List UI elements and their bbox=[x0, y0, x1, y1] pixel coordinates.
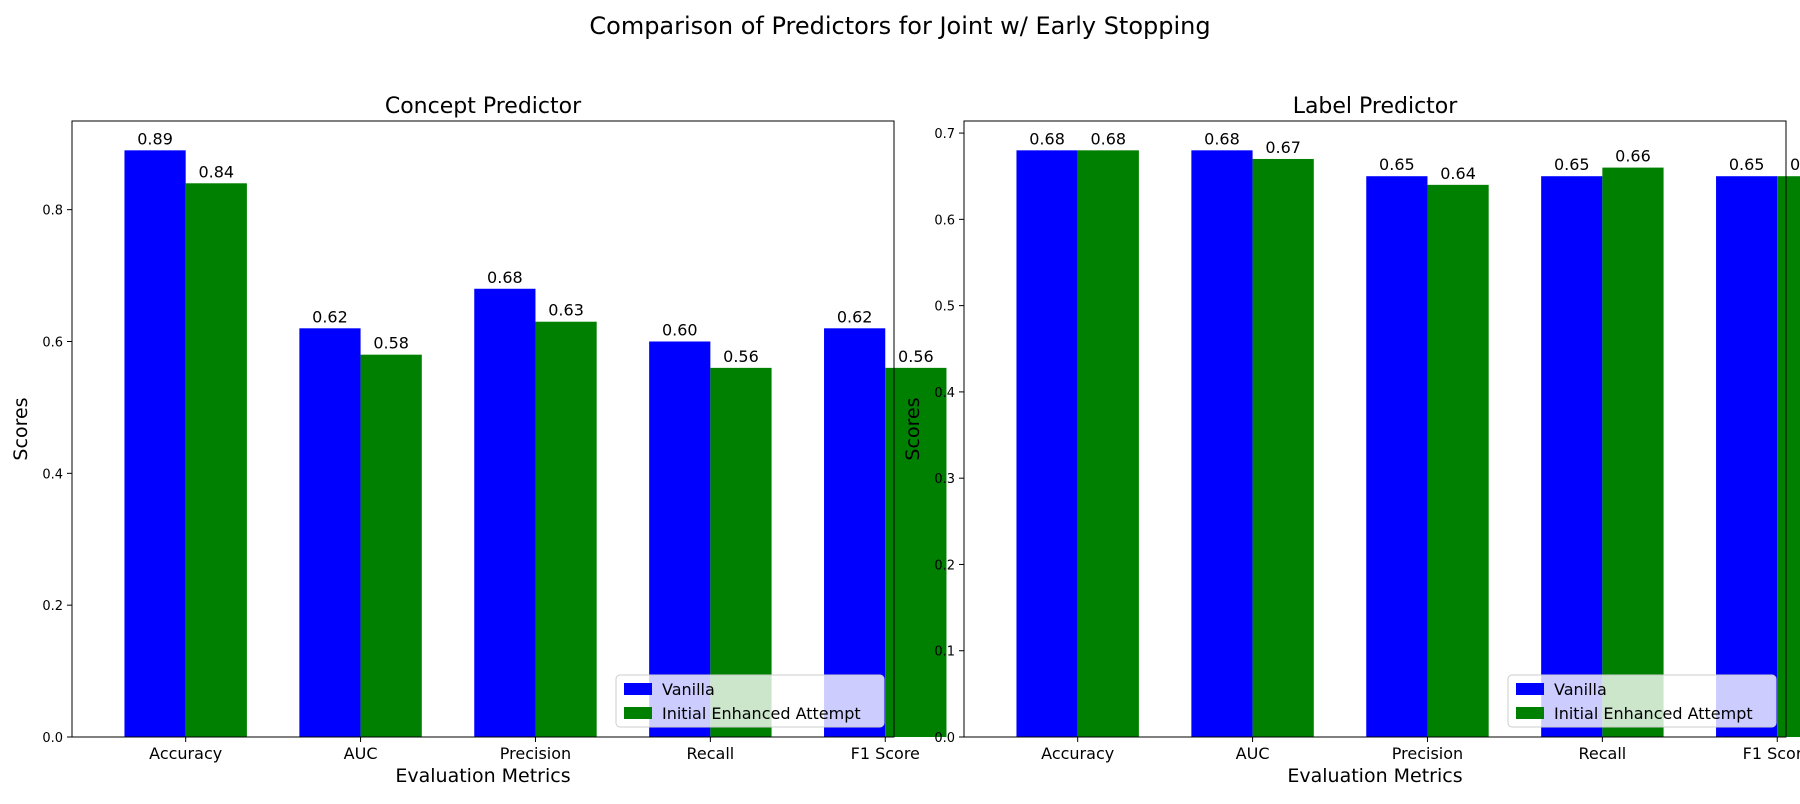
y-tick-label: 0.7 bbox=[934, 127, 955, 142]
x-tick-label: Accuracy bbox=[1041, 744, 1114, 763]
bar-vanilla-auc bbox=[299, 328, 361, 737]
bar-initial-enhanced-attempt-accuracy bbox=[185, 183, 247, 738]
figure-title: Comparison of Predictors for Joint w/ Ea… bbox=[589, 12, 1210, 40]
bar-vanilla-accuracy bbox=[1016, 150, 1078, 738]
y-tick-label: 0.2 bbox=[934, 558, 955, 573]
x-tick-label: AUC bbox=[1236, 744, 1270, 763]
bar-initial-enhanced-attempt-auc bbox=[360, 354, 422, 737]
bar-vanilla-accuracy bbox=[124, 150, 186, 738]
bar-initial-enhanced-attempt-f1-score bbox=[885, 367, 947, 737]
bar-value-label: 0.68 bbox=[1090, 129, 1126, 148]
axes-frame bbox=[963, 120, 1787, 738]
chart-title: Label Predictor bbox=[1293, 94, 1459, 119]
legend-label: Vanilla bbox=[662, 680, 715, 699]
bar-vanilla-recall bbox=[649, 341, 711, 737]
x-tick-label: Precision bbox=[500, 744, 571, 763]
bar-initial-enhanced-attempt-precision bbox=[535, 321, 597, 737]
bar-value-label: 0.65 bbox=[1554, 155, 1590, 174]
bar-value-label: 0.68 bbox=[1029, 129, 1065, 148]
legend-swatch bbox=[624, 707, 652, 719]
chart-panel-2: Label Predictor 0.68 0.68 0.65 0.65 0.65 0.68 0… bbox=[902, 94, 1800, 787]
bar-vanilla-recall bbox=[1541, 176, 1603, 737]
y-tick-label: 0.3 bbox=[934, 472, 955, 487]
y-tick-label: 0.0 bbox=[42, 731, 63, 746]
bar-vanilla-f1-score bbox=[824, 328, 886, 737]
bar-value-label: 0.62 bbox=[837, 307, 873, 326]
bar-vanilla-precision bbox=[474, 288, 536, 737]
legend: Vanilla Initial Enhanced Attempt bbox=[1507, 674, 1777, 728]
bar-value-label: 0.62 bbox=[312, 307, 348, 326]
x-tick-label: Recall bbox=[1578, 744, 1626, 763]
bar-value-label: 0.68 bbox=[1204, 129, 1240, 148]
y-tick-label: 0.6 bbox=[42, 335, 63, 350]
bar-value-label: 0.84 bbox=[198, 162, 234, 181]
legend-box bbox=[1507, 674, 1777, 728]
y-axis-label: Scores bbox=[10, 397, 32, 460]
bar-initial-enhanced-attempt-accuracy bbox=[1077, 150, 1139, 738]
x-tick-label: F1 Score bbox=[1743, 744, 1800, 763]
bar-value-label: 0.63 bbox=[548, 301, 584, 320]
y-tick-label: 0.2 bbox=[42, 599, 63, 614]
y-tick-label: 0.1 bbox=[934, 645, 955, 660]
bar-vanilla-precision bbox=[1366, 176, 1428, 737]
bar-value-label: 0.56 bbox=[898, 347, 934, 366]
bar-value-label: 0.60 bbox=[662, 320, 698, 339]
chart-panel-1: Concept Predictor 0.89 0.62 0.68 0.60 0.62 0.8… bbox=[10, 94, 947, 787]
bar-value-label: 0.64 bbox=[1440, 164, 1476, 183]
y-tick-label: 0.8 bbox=[42, 204, 63, 219]
x-tick-label: Recall bbox=[686, 744, 734, 763]
y-tick-label: 0.4 bbox=[42, 467, 63, 482]
bar-value-label: 0.65 bbox=[1790, 155, 1800, 174]
legend-swatch bbox=[1516, 707, 1544, 719]
bar-value-label: 0.67 bbox=[1265, 138, 1301, 157]
x-axis-label: Evaluation Metrics bbox=[395, 765, 570, 787]
x-tick-label: F1 Score bbox=[851, 744, 920, 763]
bar-value-label: 0.66 bbox=[1615, 147, 1651, 166]
y-tick-label: 0.5 bbox=[934, 300, 955, 315]
y-axis-label: Scores bbox=[902, 397, 924, 460]
bar-value-label: 0.89 bbox=[137, 129, 173, 148]
x-axis-label: Evaluation Metrics bbox=[1287, 765, 1462, 787]
legend: Vanilla Initial Enhanced Attempt bbox=[615, 674, 885, 728]
bar-vanilla-f1-score bbox=[1716, 176, 1778, 737]
x-tick-label: Accuracy bbox=[149, 744, 222, 763]
x-tick-label: Precision bbox=[1392, 744, 1463, 763]
bar-initial-enhanced-attempt-f1-score bbox=[1777, 176, 1800, 737]
legend-label: Initial Enhanced Attempt bbox=[1554, 704, 1753, 723]
bar-initial-enhanced-attempt-auc bbox=[1252, 158, 1314, 737]
legend-swatch bbox=[624, 683, 652, 695]
y-tick-label: 0.4 bbox=[934, 386, 955, 401]
bar-vanilla-auc bbox=[1191, 150, 1253, 738]
x-tick-label: AUC bbox=[344, 744, 378, 763]
bar-initial-enhanced-attempt-precision bbox=[1427, 184, 1489, 737]
legend-swatch bbox=[1516, 683, 1544, 695]
bar-value-label: 0.68 bbox=[487, 268, 523, 287]
y-tick-label: 0.6 bbox=[934, 213, 955, 228]
bar-value-label: 0.58 bbox=[373, 334, 409, 353]
chart-title: Concept Predictor bbox=[385, 94, 582, 119]
legend-box bbox=[615, 674, 885, 728]
y-tick-label: 0.0 bbox=[934, 731, 955, 746]
legend-label: Vanilla bbox=[1554, 680, 1607, 699]
legend-label: Initial Enhanced Attempt bbox=[662, 704, 861, 723]
axes-frame bbox=[71, 120, 895, 738]
bar-value-label: 0.65 bbox=[1379, 155, 1415, 174]
bar-value-label: 0.65 bbox=[1729, 155, 1765, 174]
bar-initial-enhanced-attempt-recall bbox=[1602, 167, 1664, 737]
bar-value-label: 0.56 bbox=[723, 347, 759, 366]
